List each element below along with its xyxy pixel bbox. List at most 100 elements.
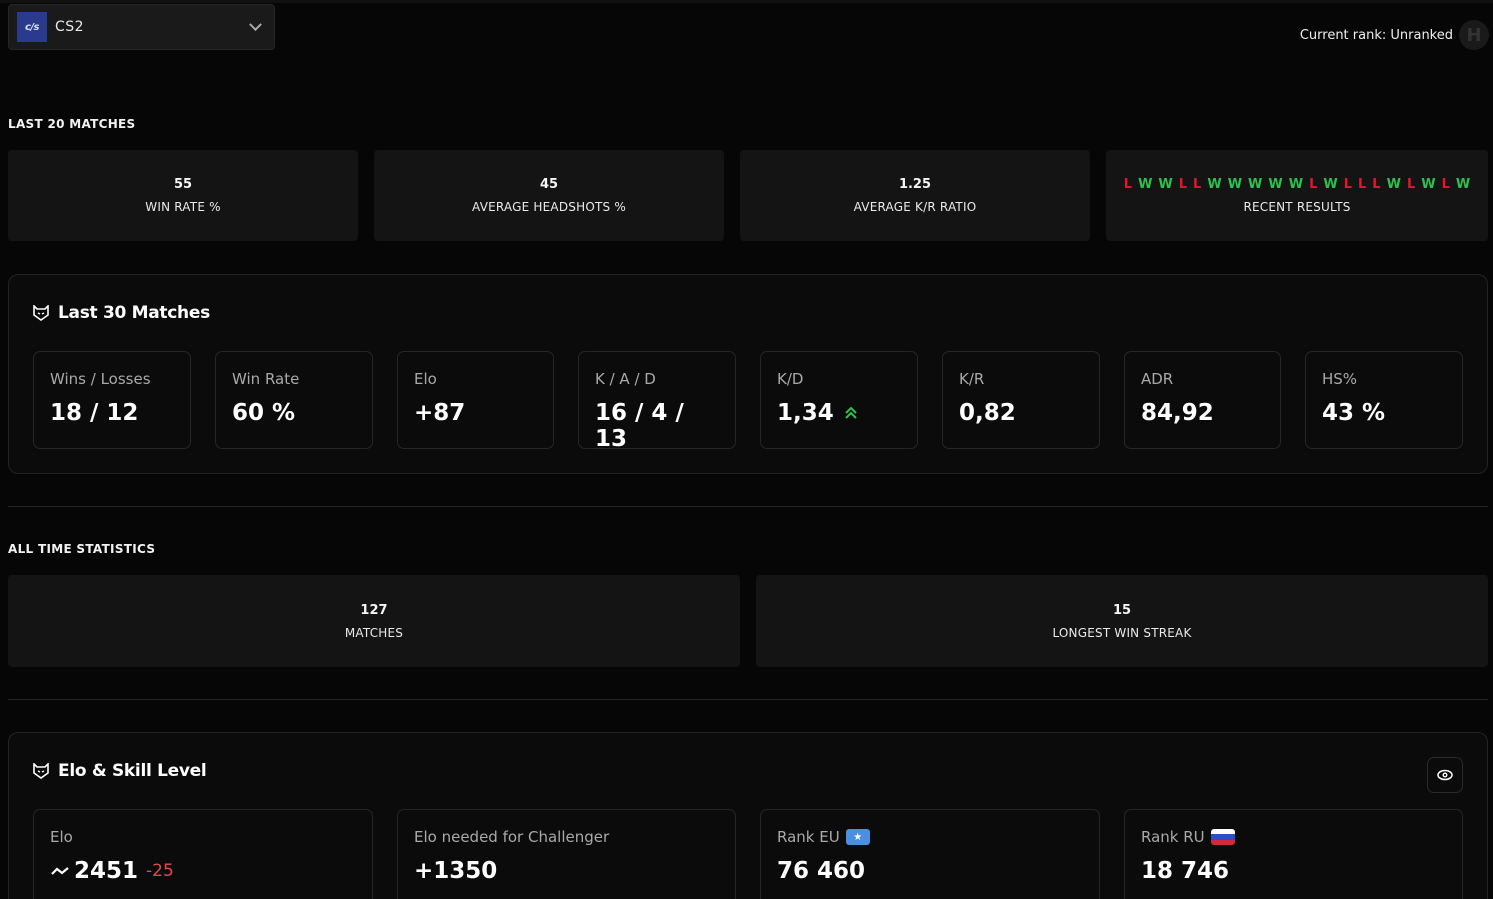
section-title-last-20: LAST 20 MATCHES — [8, 117, 136, 131]
result-win: W — [1288, 177, 1304, 192]
stat-value: 18 746 — [1141, 858, 1230, 884]
section-divider — [8, 699, 1488, 700]
result-win: W — [1421, 177, 1436, 192]
faceit-wolf-icon — [33, 763, 49, 779]
stat-value-row: 2451 -25 — [50, 858, 356, 884]
stat-label: Rank EU — [777, 828, 840, 846]
result-win: W — [1386, 177, 1401, 192]
stat-value: 43 % — [1322, 400, 1386, 426]
result-loss: L — [1406, 177, 1416, 192]
faceit-wolf-icon — [33, 305, 49, 321]
stat-value: 45 — [539, 177, 559, 192]
stat-win-rate: Win Rate 60 % — [215, 351, 373, 449]
stat-rank-eu: Rank EU ★ 76 460 — [760, 809, 1100, 899]
result-loss: L — [1343, 177, 1352, 192]
stat-elo-needed: Elo needed for Challenger +1350 — [397, 809, 736, 899]
panel-header: Elo & Skill Level — [33, 761, 207, 781]
current-rank-text: Current rank: Unranked — [1299, 27, 1453, 43]
stat-label-row: Rank EU ★ — [777, 828, 1083, 846]
stat-value: 60 % — [232, 400, 296, 426]
result-loss: L — [1123, 177, 1133, 192]
cs2-logo-icon: c/s — [17, 12, 47, 42]
stat-label: Wins / Losses — [50, 370, 151, 388]
stat-label: AVERAGE K/R RATIO — [853, 200, 977, 214]
stat-label: LONGEST WIN STREAK — [1052, 625, 1192, 640]
stat-label: MATCHES — [344, 625, 404, 640]
stat-value: +87 — [414, 400, 466, 426]
stat-card-avg-headshots: 45 AVERAGE HEADSHOTS % — [374, 150, 724, 241]
stat-kr: K/R 0,82 — [942, 351, 1100, 449]
stat-label: Elo needed for Challenger — [414, 828, 610, 846]
result-loss: L — [1309, 177, 1318, 192]
stat-card-win-rate: 55 WIN RATE % — [8, 150, 358, 241]
stat-value: 84,92 — [1141, 400, 1214, 426]
stat-kad: K / A / D 16 / 4 / 13 — [578, 351, 736, 452]
stat-label: WIN RATE % — [145, 200, 221, 214]
result-win: W — [1248, 177, 1263, 192]
stat-value: +1350 — [414, 858, 498, 884]
result-win: W — [1158, 177, 1173, 192]
stat-label: K / A / D — [595, 370, 656, 388]
result-loss: L — [1441, 177, 1450, 192]
eye-icon — [1437, 769, 1453, 781]
stat-label: K/D — [777, 370, 804, 388]
stat-value: 15 — [1112, 602, 1132, 618]
result-win: W — [1227, 177, 1243, 192]
stat-value-row: 1,34 — [777, 400, 901, 426]
stat-value: 1.25 — [898, 177, 932, 192]
trend-up-icon — [845, 406, 857, 419]
toggle-visibility-button[interactable] — [1427, 757, 1463, 793]
section-divider — [8, 506, 1488, 507]
stat-value: 18 / 12 — [50, 400, 139, 426]
result-loss: L — [1358, 177, 1367, 192]
stat-rank-ru: Rank RU 18 746 — [1124, 809, 1463, 899]
section-title-all-time: ALL TIME STATISTICS — [8, 542, 156, 556]
stat-adr: ADR 84,92 — [1124, 351, 1281, 449]
elo-delta: -25 — [146, 861, 174, 881]
stat-wins-losses: Wins / Losses 18 / 12 — [33, 351, 191, 449]
stat-label: Rank RU — [1141, 828, 1205, 846]
stat-value: 1,34 — [777, 400, 834, 426]
stat-value: 76 460 — [777, 858, 866, 884]
stat-value: 16 / 4 / 13 — [595, 400, 684, 452]
stat-elo-current: Elo 2451 -25 — [33, 809, 373, 899]
stat-elo: Elo +87 — [397, 351, 554, 449]
current-rank: Current rank: Unranked H — [1300, 20, 1489, 50]
stat-card-matches: 127 MATCHES — [8, 575, 740, 667]
result-win: W — [1323, 177, 1338, 192]
stat-value: 55 — [173, 177, 193, 192]
stat-kd: K/D 1,34 — [760, 351, 918, 449]
stat-label: AVERAGE HEADSHOTS % — [472, 200, 626, 214]
stat-value: 127 — [360, 602, 388, 618]
stat-label: HS% — [1322, 370, 1358, 388]
top-border — [0, 0, 1493, 3]
result-loss: L — [1193, 177, 1202, 192]
result-loss: L — [1178, 177, 1188, 192]
result-loss: L — [1372, 177, 1381, 192]
stat-card-avg-kr: 1.25 AVERAGE K/R RATIO — [740, 150, 1090, 241]
result-win: W — [1207, 177, 1222, 192]
chevron-down-icon — [249, 17, 262, 31]
stat-hs: HS% 43 % — [1305, 351, 1463, 449]
stat-label: Elo — [414, 370, 437, 388]
stat-label: K/R — [959, 370, 985, 388]
stat-card-longest-streak: 15 LONGEST WIN STREAK — [756, 575, 1488, 667]
stat-value: 2451 — [74, 858, 139, 884]
stat-label: Elo — [50, 828, 73, 846]
elo-trend-icon — [51, 867, 69, 875]
ru-flag-icon — [1210, 829, 1235, 845]
panel-title: Last 30 Matches — [58, 303, 210, 323]
result-win: W — [1455, 177, 1471, 192]
result-win: W — [1268, 177, 1283, 192]
stat-label-row: Rank RU — [1141, 828, 1446, 846]
panel-header: Last 30 Matches — [33, 303, 210, 323]
stat-label: ADR — [1141, 370, 1174, 388]
rank-badge-icon: H — [1459, 20, 1489, 50]
stat-label: Win Rate — [232, 370, 300, 388]
result-win: W — [1138, 177, 1153, 192]
stat-label: RECENT RESULTS — [1243, 200, 1351, 214]
game-selector-label: CS2 — [55, 19, 85, 35]
game-selector-dropdown[interactable]: c/s CS2 — [8, 4, 275, 50]
